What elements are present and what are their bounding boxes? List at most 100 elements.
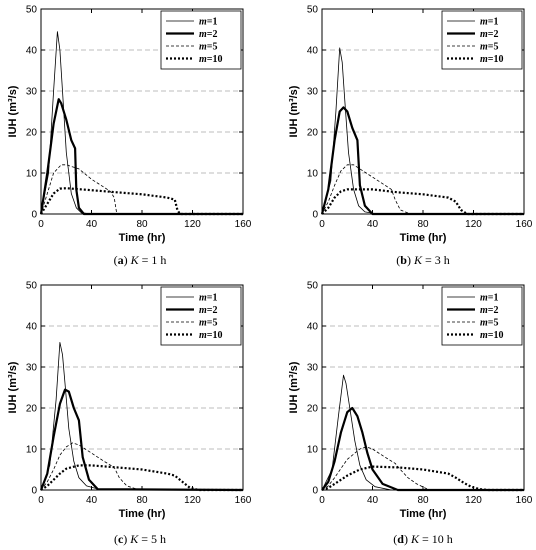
legend-label-value: =10 [488, 54, 504, 65]
series-line-m-2 [320, 106, 524, 216]
x-tick-label: 40 [86, 219, 98, 230]
y-tick-label: 40 [26, 46, 38, 57]
legend-label-var: m [199, 330, 207, 341]
x-tick-label: 160 [516, 219, 533, 230]
caption-letter: c [118, 532, 124, 546]
series-line-m-10 [40, 187, 243, 216]
y-tick-label: 10 [26, 445, 38, 456]
chart-panel-a: 0 10 20 30 40 50 0 40 80 120 160 Time (hr) IUH (m³/s… [7, 5, 252, 268]
y-tick-label: 20 [26, 404, 38, 415]
x-tick-label: 0 [38, 219, 44, 230]
series-line-m-5 [321, 446, 524, 491]
legend-label-var: m [199, 54, 207, 65]
y-tick-label: 40 [307, 46, 319, 57]
legend-label: m=1 [480, 17, 498, 28]
legend-label-value: =2 [488, 29, 499, 40]
caption-variable: K [413, 253, 423, 267]
y-tick-label: 20 [307, 404, 319, 415]
legend-label: m=2 [199, 29, 217, 40]
y-tick-label: 10 [26, 169, 38, 180]
chart-panel-c: 0 10 20 30 40 50 0 40 80 120 160 Time (hr) IUH (m³/s… [7, 281, 252, 547]
y-tick-label: 30 [307, 87, 319, 98]
panel-caption: (c) K = 5 h [114, 532, 166, 546]
caption-paren-close: ) [124, 253, 131, 267]
chart-panel-d: 0 10 20 30 40 50 0 40 80 120 160 Time (hr) IUH (m³/s… [288, 281, 533, 547]
legend-label-var: m [199, 305, 207, 316]
x-tick-label: 120 [184, 219, 201, 230]
caption-value: = 5 h [138, 532, 166, 546]
y-tick-label: 50 [26, 5, 38, 16]
legend-label-var: m [480, 330, 488, 341]
y-tick-label: 30 [26, 87, 38, 98]
y-tick-label: 50 [307, 5, 319, 16]
legend-label-var: m [480, 29, 488, 40]
x-tick-label: 40 [367, 219, 379, 230]
y-tick-label: 30 [26, 363, 38, 374]
series-line-m-10 [40, 464, 243, 492]
y-tick-label: 0 [31, 486, 37, 497]
legend-label: m=1 [199, 293, 217, 304]
caption-paren-open: ( [114, 253, 118, 267]
legend-label: m=1 [480, 293, 498, 304]
legend-label-value: =5 [488, 42, 499, 53]
legend-label-var: m [480, 42, 488, 53]
x-tick-label: 80 [136, 495, 148, 506]
y-tick-label: 50 [307, 281, 319, 292]
caption-paren-close: ) [123, 532, 130, 546]
y-tick-label: 10 [307, 445, 319, 456]
x-tick-label: 120 [465, 219, 482, 230]
series-line-m-2 [39, 388, 244, 492]
y-tick-label: 0 [312, 210, 318, 221]
y-tick-label: 0 [31, 210, 37, 221]
panel-caption: (d) K = 10 h [393, 532, 452, 546]
x-tick-label: 0 [38, 495, 44, 506]
legend-label-value: =1 [207, 17, 218, 28]
legend-label: m=10 [199, 54, 222, 65]
legend-label-var: m [480, 305, 488, 316]
x-tick-label: 40 [86, 495, 98, 506]
series-line-m-5 [40, 164, 243, 215]
legend-label: m=1 [199, 17, 217, 28]
legend-label-value: =2 [488, 305, 499, 316]
x-tick-label: 80 [136, 219, 148, 230]
x-tick-label: 160 [235, 495, 252, 506]
legend-label: m=2 [199, 305, 217, 316]
x-tick-label: 160 [516, 495, 533, 506]
y-tick-label: 30 [307, 363, 319, 374]
caption-value: = 10 h [419, 532, 453, 546]
legend-label-var: m [480, 318, 488, 329]
x-axis-title: Time (hr) [119, 508, 166, 520]
panel-caption: (a) K = 1 h [114, 253, 167, 267]
caption-letter: d [397, 532, 404, 546]
legend-label-var: m [199, 29, 207, 40]
legend-label: m=10 [480, 330, 503, 341]
x-tick-label: 80 [417, 495, 429, 506]
legend-label-value: =1 [488, 17, 499, 28]
y-axis-title: IUH (m³/s) [7, 85, 19, 137]
legend-label-var: m [480, 293, 488, 304]
legend-label: m=10 [199, 330, 222, 341]
caption-variable: K [410, 532, 420, 546]
legend-label: m=2 [480, 29, 498, 40]
y-tick-label: 20 [26, 128, 38, 139]
y-tick-label: 20 [307, 128, 319, 139]
legend-label-value: =5 [207, 318, 218, 329]
y-tick-label: 40 [26, 322, 38, 333]
legend-label-var: m [480, 17, 488, 28]
caption-paren-close: ) [404, 532, 411, 546]
legend-label-var: m [199, 293, 207, 304]
legend-label: m=5 [480, 42, 498, 53]
legend-label-var: m [480, 54, 488, 65]
x-axis-title: Time (hr) [400, 232, 447, 244]
caption-variable: K [129, 532, 139, 546]
legend-label-value: =5 [488, 318, 499, 329]
caption-paren-open: ( [114, 532, 118, 546]
caption-variable: K [130, 253, 140, 267]
y-tick-label: 10 [307, 169, 319, 180]
y-tick-label: 50 [26, 281, 38, 292]
series-line-m-2 [321, 406, 524, 492]
series-line-m-5 [40, 442, 243, 491]
caption-value: = 1 h [139, 253, 167, 267]
